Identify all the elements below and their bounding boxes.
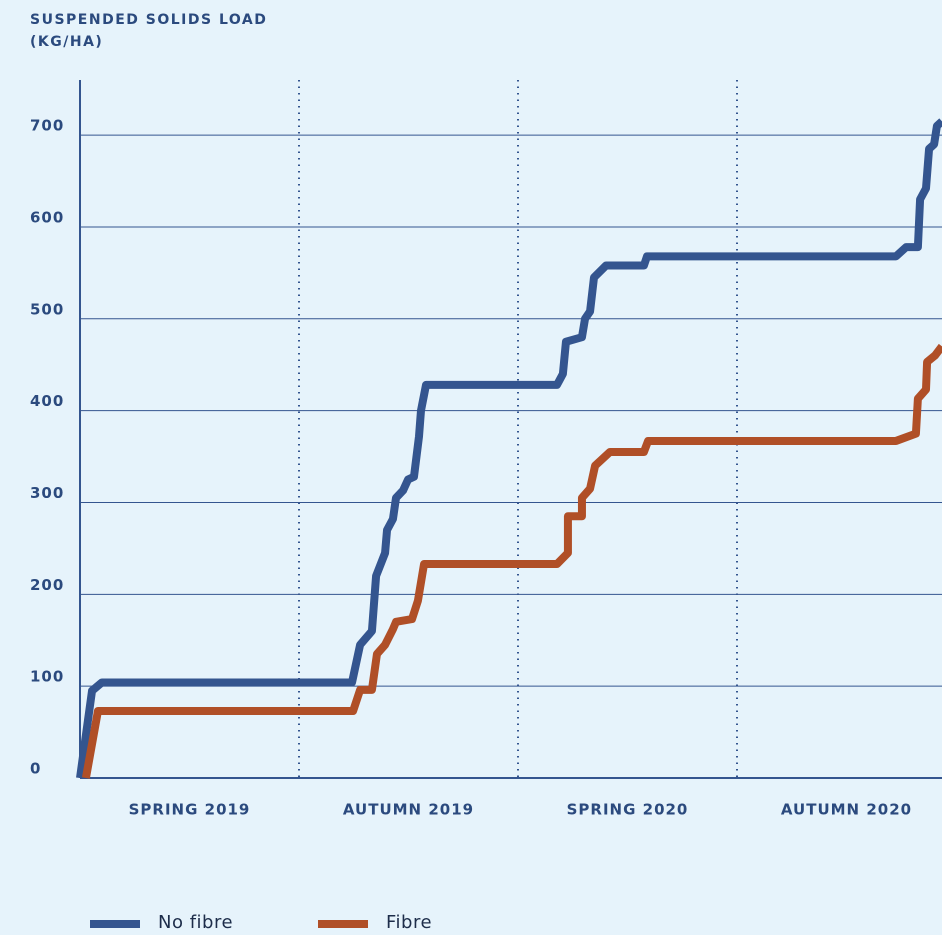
- y-tick-label: 400: [30, 392, 64, 410]
- x-tick-label: AUTUMN 2020: [781, 801, 912, 819]
- y-tick-label: 300: [30, 484, 64, 502]
- series-line: [76, 118, 942, 779]
- x-tick-label: AUTUMN 2019: [343, 801, 474, 819]
- legend-label: Fibre: [386, 912, 432, 933]
- chart-title: SUSPENDED SOLIDS LOAD: [30, 12, 267, 28]
- y-tick-label: 0: [30, 760, 41, 778]
- y-tick-label: 200: [30, 576, 64, 594]
- x-tick-label: SPRING 2019: [129, 801, 251, 819]
- series-line: [81, 343, 942, 779]
- y-tick-label: 100: [30, 668, 64, 686]
- y-tick-label: 700: [30, 117, 64, 135]
- y-tick-label: 600: [30, 208, 64, 226]
- x-tick-label: SPRING 2020: [567, 801, 689, 819]
- legend-label: No fibre: [158, 912, 233, 933]
- y-tick-label: 500: [30, 300, 64, 318]
- chart-title: (KG/HA): [30, 34, 103, 50]
